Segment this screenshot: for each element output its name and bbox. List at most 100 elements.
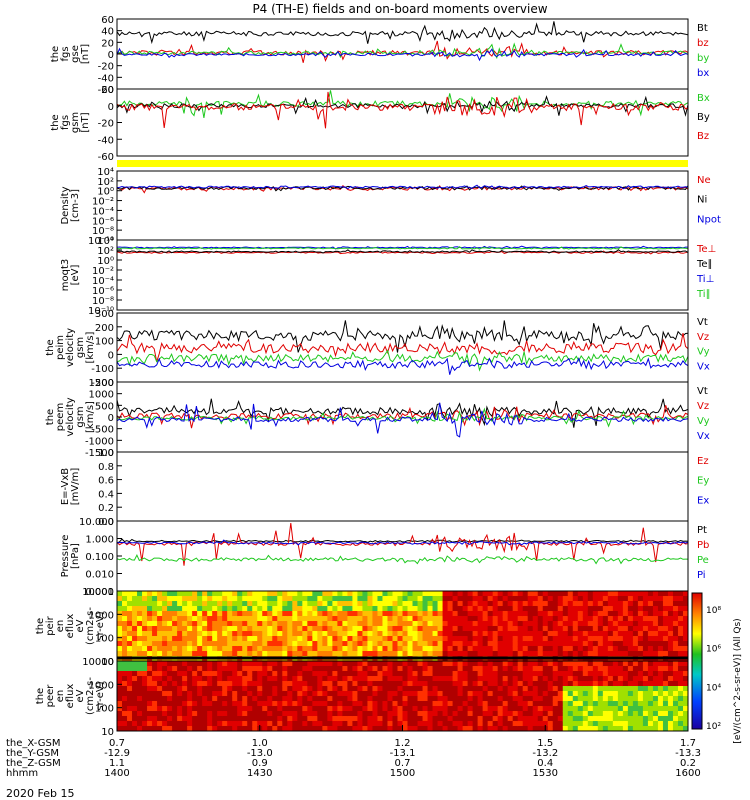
heatmap-cell	[462, 596, 469, 602]
heatmap-cell	[372, 606, 378, 612]
heatmap-cell	[282, 636, 288, 642]
heatmap-cell	[222, 706, 228, 712]
heatmap-cell	[537, 706, 544, 712]
heatmap-cell	[317, 696, 323, 702]
heatmap-cell	[137, 626, 143, 632]
heatmap-cell	[172, 681, 178, 687]
y-tick-label: 10⁻⁶	[92, 216, 114, 227]
heatmap-cell	[417, 631, 424, 637]
heatmap-cell	[527, 591, 534, 597]
heatmap-cell	[582, 651, 589, 657]
heatmap-cell	[277, 696, 283, 702]
heatmap-cell	[597, 716, 604, 722]
heatmap-cell	[482, 606, 489, 612]
time-tick-value: -13.2	[532, 748, 558, 759]
heatmap-cell	[282, 626, 288, 632]
heatmap-cell	[597, 706, 604, 712]
heatmap-cell	[537, 681, 544, 687]
heatmap-cell	[557, 726, 564, 732]
heatmap-cell	[667, 701, 674, 707]
heatmap-cell	[162, 641, 168, 647]
heatmap-cell	[557, 711, 564, 717]
heatmap-cell	[552, 686, 559, 692]
heatmap-cell	[427, 686, 434, 692]
heatmap-cell	[172, 626, 178, 632]
heatmap-cell	[392, 671, 398, 677]
heatmap-cell	[237, 711, 243, 717]
heatmap-cell	[207, 691, 213, 697]
heatmap-cell	[352, 671, 358, 677]
heatmap-cell	[187, 636, 193, 642]
heatmap-cell	[442, 626, 449, 632]
heatmap-cell	[162, 696, 168, 702]
heatmap-cell	[452, 691, 459, 697]
legend-Bz: Bz	[697, 131, 709, 142]
heatmap-cell	[217, 671, 223, 677]
heatmap-cell	[337, 596, 343, 602]
series-Vt	[116, 398, 689, 428]
heatmap-cell	[502, 701, 509, 707]
heatmap-cell	[207, 661, 213, 667]
heatmap-cell	[157, 671, 163, 677]
heatmap-cell	[492, 631, 499, 637]
heatmap-cell	[282, 621, 288, 627]
heatmap-cell	[202, 596, 208, 602]
heatmap-cell	[252, 686, 258, 692]
heatmap-cell	[407, 716, 414, 722]
heatmap-cell	[417, 691, 424, 697]
time-tick-value: 0.4	[537, 758, 553, 769]
heatmap-cell	[412, 661, 419, 667]
heatmap-cell	[447, 641, 454, 647]
heatmap-cell	[437, 591, 444, 597]
heatmap-cell	[597, 676, 604, 682]
heatmap-cell	[612, 721, 619, 727]
heatmap-cell	[627, 606, 634, 612]
heatmap-cell	[607, 641, 614, 647]
heatmap-cell	[207, 631, 213, 637]
heatmap-cell	[122, 686, 128, 692]
heatmap-cell	[482, 631, 489, 637]
heatmap-cell	[552, 636, 559, 642]
heatmap-cell	[512, 721, 519, 727]
colorbar-label: [eV/(cm^2-s-sr-eV)] (All Qs)	[733, 618, 743, 743]
heatmap-cell	[527, 651, 534, 657]
y-tick-label: 100	[95, 337, 114, 348]
heatmap-cell	[262, 621, 268, 627]
y-axis-label-line: [nT]	[80, 44, 91, 64]
heatmap-cell	[362, 726, 368, 732]
y-axis-label-line: eflux	[65, 684, 76, 709]
heatmap-cell	[652, 626, 659, 632]
heatmap-cell	[472, 681, 479, 687]
heatmap-cell	[437, 666, 444, 672]
heatmap-cell	[382, 601, 388, 607]
heatmap-cell	[537, 711, 544, 717]
heatmap-cell	[587, 616, 594, 622]
heatmap-cell	[227, 596, 233, 602]
heatmap-cell	[532, 621, 539, 627]
heatmap-cell	[172, 591, 178, 597]
heatmap-cell	[567, 596, 574, 602]
heatmap-cell	[432, 611, 439, 617]
heatmap-cell	[557, 716, 564, 722]
heatmap-cell	[442, 721, 449, 727]
heatmap-cell	[252, 626, 258, 632]
heatmap-cell	[452, 721, 459, 727]
heatmap-cell	[397, 726, 403, 732]
heatmap-cell	[292, 691, 298, 697]
heatmap-cell	[382, 621, 388, 627]
heatmap-cell	[397, 646, 403, 652]
heatmap-cell	[162, 596, 168, 602]
heatmap-cell	[492, 726, 499, 732]
heatmap-cell	[342, 651, 348, 657]
heatmap-cell	[447, 681, 454, 687]
heatmap-cell	[602, 651, 609, 657]
series-Bz	[116, 91, 689, 129]
heatmap-cell	[492, 701, 499, 707]
heatmap-cell	[322, 701, 328, 707]
heatmap-cell	[637, 676, 644, 682]
heatmap-cell	[307, 626, 313, 632]
heatmap-cell	[452, 646, 459, 652]
heatmap-cell	[642, 631, 649, 637]
heatmap-cell	[277, 706, 283, 712]
y-axis-label-line: [nPa]	[70, 543, 81, 569]
